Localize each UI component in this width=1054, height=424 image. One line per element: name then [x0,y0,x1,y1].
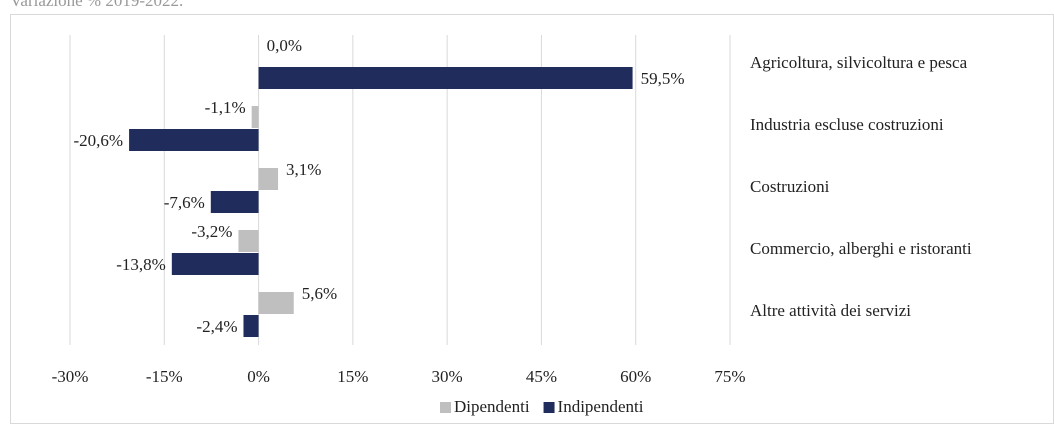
legend-swatch [543,402,555,413]
value-label: -7,6% [164,193,205,212]
bar [238,230,259,252]
value-label: -2,4% [196,317,237,336]
bar [251,106,259,128]
bar [258,168,279,190]
x-tick-label: 30% [432,367,463,386]
chart-title: Variazione % 2019-2022. [10,0,183,10]
legend-label: Dipendenti [454,397,530,416]
value-label: 59,5% [641,69,685,88]
category-label: Commercio, alberghi e ristoranti [750,239,972,258]
bar [258,292,294,314]
value-label: 5,6% [302,284,337,303]
legend-label: Indipendenti [558,397,644,416]
category-label: Industria escluse costruzioni [750,115,944,134]
x-tick-label: -30% [52,367,89,386]
value-label: 0,0% [267,36,302,55]
x-tick-label: 60% [620,367,651,386]
bar [243,315,259,337]
bar [129,129,259,151]
legend-swatch [440,402,451,413]
value-label: -13,8% [116,255,166,274]
category-label: Altre attività dei servizi [750,301,911,320]
x-tick-label: 75% [714,367,745,386]
category-label: Agricoltura, silvicoltura e pesca [750,53,968,72]
bar [210,191,259,213]
x-tick-label: -15% [146,367,183,386]
value-label: -1,1% [205,98,246,117]
category-label: Costruzioni [750,177,830,196]
bar [258,67,633,89]
x-tick-label: 15% [337,367,368,386]
bar [171,253,259,275]
x-tick-label: 45% [526,367,557,386]
x-tick-label: 0% [247,367,270,386]
value-label: 3,1% [286,160,321,179]
value-label: -3,2% [191,222,232,241]
value-label: -20,6% [74,131,124,150]
